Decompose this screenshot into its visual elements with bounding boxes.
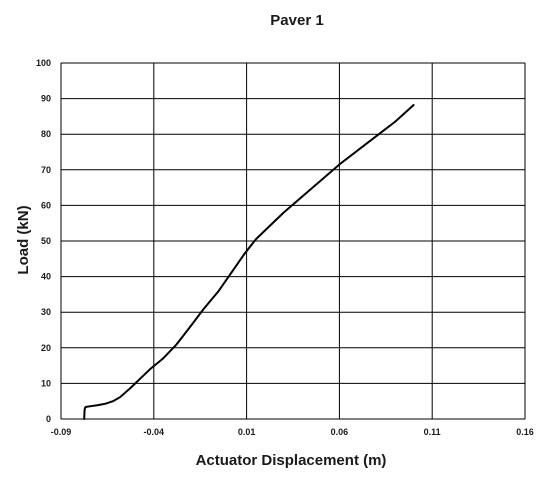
chart-title: Paver 1 <box>270 12 323 29</box>
x-tick-label: 0.11 <box>424 427 441 437</box>
y-tick-label: 90 <box>41 94 51 104</box>
y-tick-label: 80 <box>41 129 51 139</box>
y-tick-label: 100 <box>36 58 51 68</box>
y-axis-title: Load (kN) <box>15 205 32 274</box>
y-tick-label: 10 <box>41 378 51 388</box>
x-tick-label: 0.16 <box>516 427 534 437</box>
y-tick-label: 40 <box>41 272 51 282</box>
x-tick-label: 0.06 <box>331 427 349 437</box>
y-tick-label: 70 <box>41 165 51 175</box>
x-axis-ticks: -0.09 -0.04 0.01 0.06 0.11 0.16 <box>51 427 534 437</box>
y-tick-label: 30 <box>41 307 51 317</box>
series-line <box>83 104 415 420</box>
y-axis-ticks: 0 10 20 30 40 50 60 70 80 90 100 <box>36 58 51 424</box>
x-axis-title: Actuator Displacement (m) <box>196 452 387 469</box>
y-tick-label: 60 <box>41 200 51 210</box>
y-tick-label: 0 <box>46 414 51 424</box>
gridlines <box>60 62 526 420</box>
series-layer <box>83 104 415 420</box>
y-tick-label: 20 <box>41 343 51 353</box>
x-tick-label: -0.04 <box>144 427 165 437</box>
x-tick-label: 0.01 <box>238 427 256 437</box>
x-tick-label: -0.09 <box>51 427 72 437</box>
y-tick-label: 50 <box>41 236 51 246</box>
